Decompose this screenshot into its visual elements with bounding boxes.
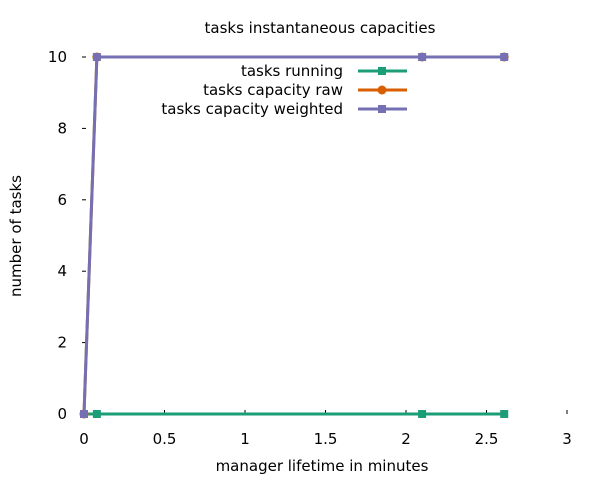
chart-title: tasks instantaneous capacities — [205, 19, 436, 37]
legend-label-tasks-running: tasks running — [241, 62, 343, 80]
legend-label-tasks-capacity-weighted: tasks capacity weighted — [161, 100, 343, 118]
x-tick-label: 0.5 — [153, 430, 177, 448]
x-tick-label: 1.5 — [314, 430, 338, 448]
y-tick-label: 2 — [57, 334, 67, 352]
series-line-tasks-capacity-weighted — [82, 55, 505, 415]
legend-marker-tasks-running — [378, 67, 386, 75]
axes: 0 0.5 1 1.5 2 2.5 3 0 2 4 6 8 10 — [48, 48, 572, 448]
x-tick-label: 2 — [401, 430, 411, 448]
y-tick-label: 10 — [48, 48, 67, 66]
legend-marker-tasks-capacity-raw — [377, 85, 387, 95]
y-tick-label: 0 — [57, 405, 67, 423]
data-point-tasks-running — [500, 410, 509, 418]
x-axis-title: manager lifetime in minutes — [216, 457, 429, 475]
data-point-tasks-capacity-weighted — [418, 53, 427, 61]
x-tick-label: 1 — [240, 430, 250, 448]
y-tick-label: 4 — [57, 262, 67, 280]
x-tick-label: 0 — [79, 430, 89, 448]
data-point-tasks-capacity-weighted — [80, 410, 88, 418]
x-tick-label: 2.5 — [475, 430, 499, 448]
x-tick-label: 3 — [562, 430, 572, 448]
plot-area — [79, 52, 509, 419]
data-point-tasks-capacity-weighted — [500, 53, 509, 61]
data-point-tasks-running — [418, 410, 427, 418]
y-tick-label: 8 — [57, 119, 67, 137]
data-point-tasks-running — [92, 410, 101, 418]
data-point-tasks-capacity-weighted — [92, 53, 101, 61]
y-tick-label: 6 — [57, 191, 67, 209]
legend-marker-tasks-capacity-weighted — [378, 105, 386, 113]
y-axis-title: number of tasks — [7, 175, 25, 297]
legend-label-tasks-capacity-raw: tasks capacity raw — [203, 81, 343, 99]
